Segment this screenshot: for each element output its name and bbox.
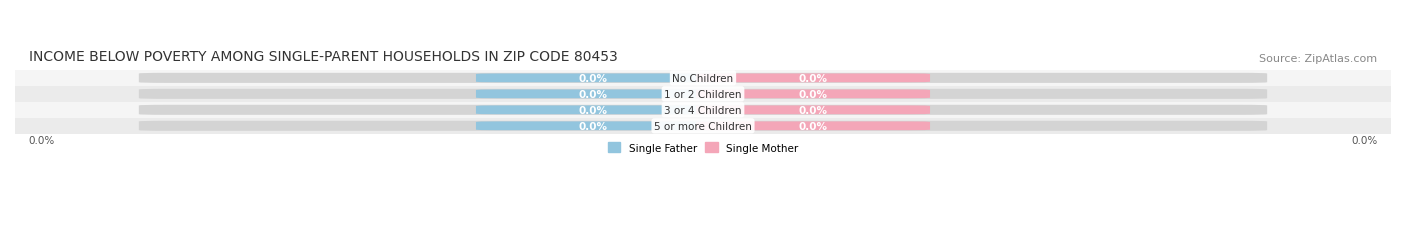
FancyBboxPatch shape: [696, 106, 929, 115]
FancyBboxPatch shape: [696, 90, 929, 99]
Text: 1 or 2 Children: 1 or 2 Children: [664, 89, 742, 99]
Bar: [15, 118, 1391, 134]
FancyBboxPatch shape: [696, 74, 929, 83]
FancyBboxPatch shape: [477, 90, 710, 99]
Text: 0.0%: 0.0%: [799, 73, 828, 83]
Text: 0.0%: 0.0%: [1351, 135, 1378, 145]
FancyBboxPatch shape: [139, 73, 1267, 84]
FancyBboxPatch shape: [696, 122, 929, 131]
Legend: Single Father, Single Mother: Single Father, Single Mother: [603, 139, 803, 157]
FancyBboxPatch shape: [139, 105, 1267, 115]
Text: No Children: No Children: [672, 73, 734, 83]
Bar: [15, 102, 1391, 118]
Text: 0.0%: 0.0%: [578, 89, 607, 99]
Text: 0.0%: 0.0%: [578, 105, 607, 115]
FancyBboxPatch shape: [139, 121, 1267, 131]
Text: 0.0%: 0.0%: [28, 135, 55, 145]
FancyBboxPatch shape: [139, 89, 1267, 99]
Bar: [15, 70, 1391, 86]
FancyBboxPatch shape: [477, 74, 710, 83]
Text: 0.0%: 0.0%: [578, 121, 607, 131]
Text: 0.0%: 0.0%: [578, 73, 607, 83]
Text: 3 or 4 Children: 3 or 4 Children: [664, 105, 742, 115]
Text: Source: ZipAtlas.com: Source: ZipAtlas.com: [1260, 53, 1378, 63]
FancyBboxPatch shape: [477, 122, 710, 131]
Text: 0.0%: 0.0%: [799, 121, 828, 131]
FancyBboxPatch shape: [477, 106, 710, 115]
Text: INCOME BELOW POVERTY AMONG SINGLE-PARENT HOUSEHOLDS IN ZIP CODE 80453: INCOME BELOW POVERTY AMONG SINGLE-PARENT…: [28, 49, 617, 63]
Text: 5 or more Children: 5 or more Children: [654, 121, 752, 131]
Bar: [15, 86, 1391, 102]
Text: 0.0%: 0.0%: [799, 89, 828, 99]
Text: 0.0%: 0.0%: [799, 105, 828, 115]
